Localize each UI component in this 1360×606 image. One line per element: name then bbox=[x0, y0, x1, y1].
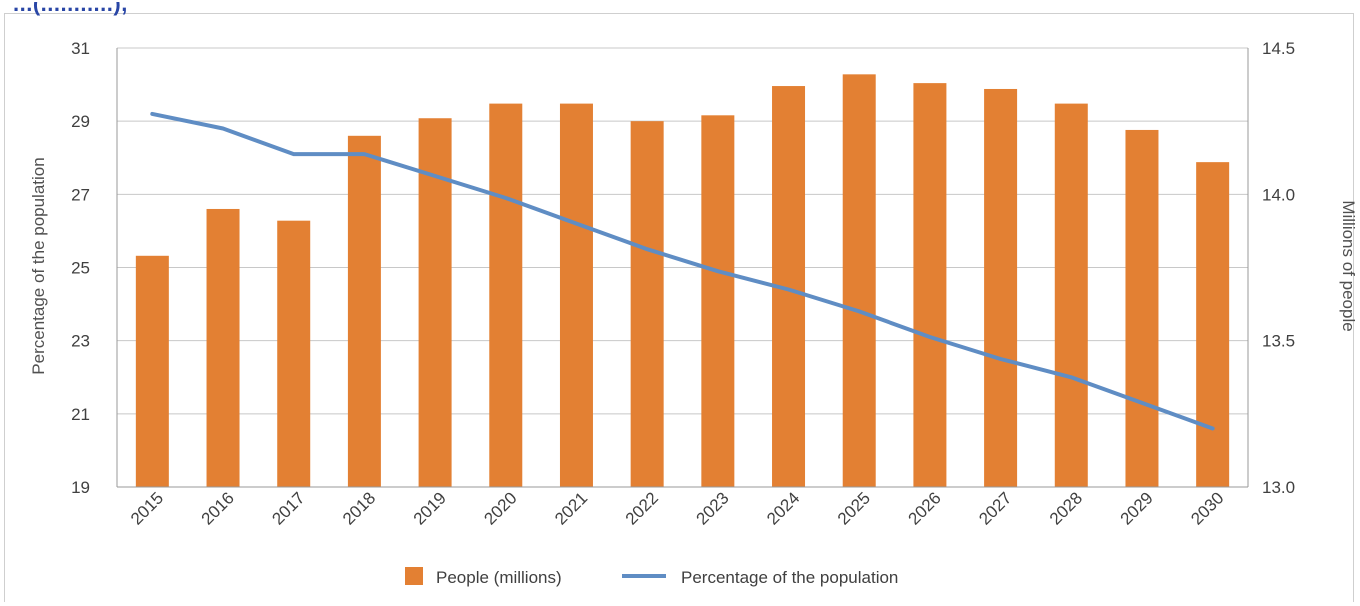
y-right-tick-label: 14.0 bbox=[1262, 185, 1295, 204]
x-tick-label: 2023 bbox=[692, 488, 732, 528]
bar bbox=[984, 88, 1018, 488]
y-left-tick-label: 21 bbox=[71, 405, 90, 424]
legend-label-line: Percentage of the population bbox=[681, 568, 898, 587]
y-axis-left-title: Percentage of the population bbox=[29, 157, 48, 374]
y-axis-right-title: Millions of people bbox=[1339, 200, 1358, 331]
y-right-tick-label: 13.0 bbox=[1262, 478, 1295, 497]
series-line bbox=[150, 111, 1215, 431]
x-tick-label: 2024 bbox=[763, 488, 803, 528]
bar bbox=[630, 121, 664, 488]
bar-series bbox=[135, 74, 1230, 488]
bar bbox=[913, 83, 947, 488]
x-tick-label: 2019 bbox=[410, 488, 450, 528]
x-tick-label: 2017 bbox=[268, 488, 308, 528]
x-tick-label: 2022 bbox=[622, 488, 662, 528]
y-left-tick-label: 29 bbox=[71, 112, 90, 131]
y-right-tick-label: 13.5 bbox=[1262, 332, 1295, 351]
x-tick-label: 2028 bbox=[1046, 488, 1086, 528]
x-tick-label: 2021 bbox=[551, 488, 591, 528]
bar bbox=[206, 208, 240, 487]
y-right-tick-label: 14.5 bbox=[1262, 39, 1295, 58]
legend-swatch-bars bbox=[405, 567, 423, 585]
y-left-tick-label: 25 bbox=[71, 259, 90, 278]
bar bbox=[347, 135, 381, 488]
chart-heading-text: ...(...........), bbox=[13, 2, 128, 16]
x-tick-label: 2026 bbox=[905, 488, 945, 528]
bar bbox=[559, 103, 593, 488]
y-left-tick-label: 27 bbox=[71, 185, 90, 204]
bar bbox=[1054, 103, 1088, 488]
legend: People (millions) Percentage of the popu… bbox=[405, 567, 898, 587]
y-left-tick-label: 19 bbox=[71, 478, 90, 497]
bar bbox=[842, 74, 876, 487]
x-tick-label: 2018 bbox=[339, 488, 379, 528]
x-tick-label: 2020 bbox=[480, 488, 520, 528]
bar bbox=[701, 115, 735, 488]
bar bbox=[1125, 129, 1159, 488]
tick-labels: 19 21 23 25 27 29 31 13.0 13.5 14.0 14.5 2015 2016 20… bbox=[71, 39, 1295, 529]
legend-label-bars: People (millions) bbox=[436, 568, 562, 587]
x-tick-label: 2025 bbox=[834, 488, 874, 528]
x-tick-label: 2029 bbox=[1117, 488, 1157, 528]
axes bbox=[116, 48, 1249, 488]
bar bbox=[277, 220, 311, 487]
bar bbox=[1196, 162, 1230, 487]
line-series bbox=[150, 111, 1215, 431]
chart-heading-fragment: ...(...........), bbox=[13, 2, 333, 26]
x-tick-label: 2015 bbox=[127, 488, 167, 528]
x-tick-label: 2030 bbox=[1187, 488, 1227, 528]
chart-frame: ...(...........), bbox=[4, 2, 1354, 602]
y-left-tick-label: 31 bbox=[71, 39, 90, 58]
x-tick-label: 2027 bbox=[975, 488, 1015, 528]
bar bbox=[135, 255, 169, 487]
bar bbox=[489, 103, 523, 488]
x-tick-label: 2016 bbox=[198, 488, 238, 528]
y-left-tick-label: 23 bbox=[71, 332, 90, 351]
